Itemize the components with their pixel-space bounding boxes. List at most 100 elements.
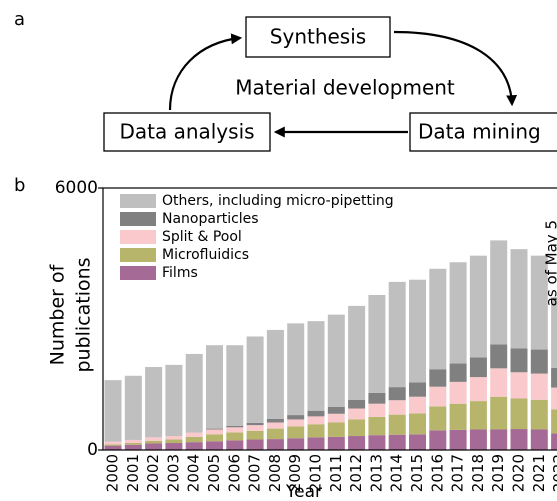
legend-label: Others, including micro-pipetting <box>162 193 394 209</box>
bar-segment <box>368 416 386 436</box>
bar-segment <box>287 419 305 427</box>
node-box <box>409 112 557 152</box>
bar-segment <box>104 441 122 445</box>
x-tick-label: 2014 <box>388 454 406 492</box>
legend-swatch <box>120 212 156 226</box>
x-tick-label: 2010 <box>307 454 325 492</box>
bar-segment <box>530 373 548 400</box>
bar-segment <box>409 413 426 435</box>
bar-segment <box>469 357 487 378</box>
x-tick-label: 2019 <box>489 454 507 492</box>
bar-segment <box>246 422 264 426</box>
y-axis-label: Number of <box>47 263 69 365</box>
y-axis-label: publications <box>73 257 95 372</box>
bar-segment <box>266 439 284 450</box>
bar-segment <box>388 400 406 415</box>
arrow <box>168 33 243 111</box>
bar-segment <box>287 438 305 450</box>
bar-segment <box>206 434 223 442</box>
x-axis-label: Year <box>285 482 322 501</box>
bar-segment <box>246 439 264 450</box>
annotation: as of May 5 <box>543 220 557 306</box>
bar-segment <box>185 436 203 443</box>
legend-swatch <box>120 194 156 208</box>
bar-segment <box>246 336 264 423</box>
bar-segment <box>307 416 325 425</box>
bar-segment <box>510 249 528 349</box>
bar-segment <box>530 429 548 450</box>
bar-segment <box>551 409 557 434</box>
legend-swatch <box>120 230 156 244</box>
bar-segment <box>327 413 345 423</box>
bar-segment <box>145 437 163 441</box>
x-tick-label: 2017 <box>449 454 467 492</box>
bar-segment <box>388 434 406 450</box>
bar-segment <box>530 255 548 350</box>
bar-segment <box>449 403 467 430</box>
node-box <box>245 16 391 58</box>
bar-segment <box>287 323 305 416</box>
bar-segment <box>104 445 122 450</box>
bar-segment <box>510 429 528 450</box>
bar-segment <box>165 439 183 444</box>
bar-segment <box>266 418 284 423</box>
bar-segment <box>104 444 122 446</box>
bar-segment <box>266 428 284 440</box>
node-box <box>103 112 271 152</box>
x-tick-label: 2009 <box>286 454 304 492</box>
bar-segment <box>307 410 325 417</box>
bar-segment <box>409 396 426 414</box>
plot-frame <box>102 187 557 451</box>
x-tick-label: 2003 <box>164 454 182 492</box>
panel-b: b 2000 2001 2002 2003 2004 2005 2006 2007 2008 20… <box>14 175 557 501</box>
x-tick-label: 2013 <box>367 454 385 492</box>
x-tick-label: 2012 <box>347 454 365 492</box>
bar-segment <box>469 255 487 358</box>
bar-segment <box>327 406 345 414</box>
x-tick-label: 2006 <box>225 454 243 492</box>
bar-segment <box>490 368 508 397</box>
bar-segment <box>145 440 163 444</box>
bar-segment <box>490 240 508 345</box>
bar-segment <box>348 399 366 409</box>
bar-segment <box>429 406 447 431</box>
bar-segment <box>104 380 122 442</box>
bar-segment <box>510 398 528 430</box>
bar-segment <box>246 430 264 440</box>
x-tick-label: 2008 <box>266 454 284 492</box>
bar-segment <box>490 396 508 430</box>
bar-segment <box>449 429 467 450</box>
panel-label: b <box>14 175 25 196</box>
bar-segment <box>145 443 163 450</box>
bar-segment <box>388 281 406 388</box>
bar-segment <box>348 305 366 400</box>
node-label: Synthesis <box>270 25 366 49</box>
bar-segment <box>388 414 406 435</box>
bar-segment <box>469 401 487 430</box>
bar-segment <box>409 382 426 397</box>
x-tick-label: 2001 <box>124 454 142 492</box>
bar-segment <box>165 443 183 450</box>
bar-segment <box>510 372 528 399</box>
legend-label: Split & Pool <box>162 229 242 245</box>
bar-segment <box>206 441 223 450</box>
legend-swatch <box>120 248 156 262</box>
bar-segment <box>551 297 557 368</box>
bar-segment <box>449 363 467 382</box>
bar-segment <box>551 367 557 388</box>
bar-segment <box>348 419 366 437</box>
bar-segment <box>185 442 203 450</box>
bar-segment <box>287 426 305 439</box>
y-tick-label: 0 <box>87 440 98 460</box>
node-label: Data analysis <box>119 120 254 144</box>
bar-segment <box>429 369 447 387</box>
bar-segment <box>490 429 508 450</box>
x-tick-label: 2015 <box>408 454 426 492</box>
x-tick-label: 2004 <box>185 454 203 492</box>
bar-segment <box>226 345 244 426</box>
x-tick-label: 2018 <box>469 454 487 492</box>
bar-segment <box>429 268 447 370</box>
x-tick-label: 2020 <box>510 454 528 492</box>
center-label: Material development <box>235 76 455 100</box>
panel-a: a Synthesis Data mining Data analysis Ma… <box>14 9 557 152</box>
